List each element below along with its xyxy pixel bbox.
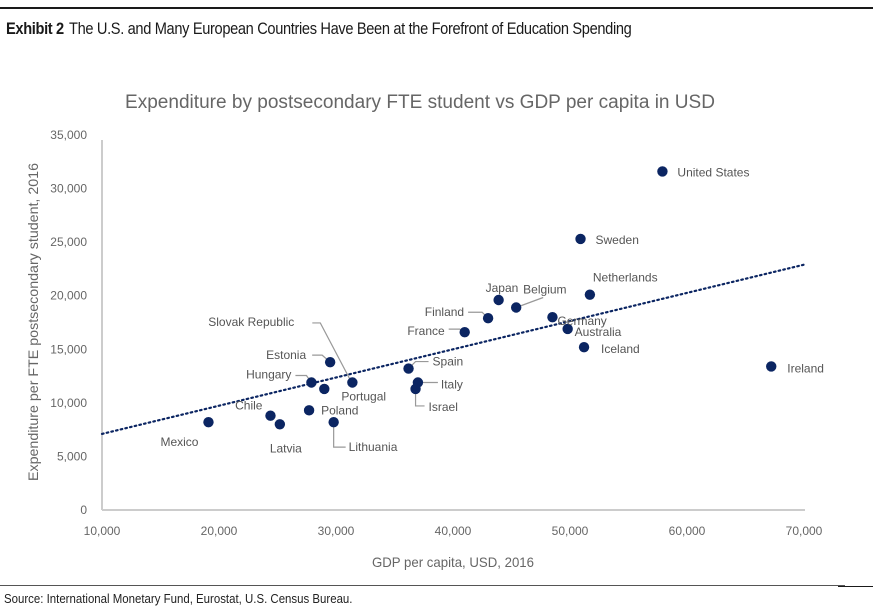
top-rule <box>0 7 873 9</box>
y-tick-labels: 0 5,000 10,000 15,000 20,000 25,000 30,000 35,0… <box>50 128 87 517</box>
bottom-rule <box>0 585 845 586</box>
data-point <box>547 311 558 323</box>
exhibit-title: The U.S. and Many European Countries Hav… <box>68 19 632 38</box>
point-label: Ireland <box>787 361 824 375</box>
x-tick-labels: 10,000 20,000 30,000 40,000 50,000 60,000 70,0… <box>84 524 823 538</box>
data-point <box>203 416 214 428</box>
point-label: France <box>407 324 445 338</box>
point-label: Netherlands <box>593 271 658 285</box>
point-label: Iceland <box>601 342 640 356</box>
y-tick-label: 15,000 <box>50 342 87 356</box>
x-tick-label: 40,000 <box>435 524 472 538</box>
point-label: Portugal <box>341 390 386 404</box>
source-note: Source: International Monetary Fund, Eur… <box>4 591 353 606</box>
point-label: Germany <box>557 314 606 328</box>
point-label: Israel <box>429 400 458 414</box>
point-label: Japan <box>486 281 519 295</box>
data-point <box>510 302 522 313</box>
y-tick-label: 5,000 <box>57 449 87 463</box>
data-point <box>584 289 596 300</box>
data-point <box>265 410 276 421</box>
chart-title: Expenditure by postsecondary FTE student… <box>125 92 715 113</box>
point-labels: Mexico Chile Latvia Poland Lithuania Hungary S… <box>160 165 823 455</box>
y-tick-label: 35,000 <box>50 128 87 142</box>
exhibit-heading: Exhibit 2 The U.S. and Many European Coun… <box>6 19 632 39</box>
y-axis-label: Expenditure per FTE postsecondary studen… <box>25 163 41 481</box>
data-point <box>274 419 286 430</box>
data-point <box>493 294 504 306</box>
y-tick-label: 30,000 <box>50 182 87 196</box>
point-label: Slovak Republic <box>208 315 294 329</box>
data-point <box>657 166 668 177</box>
point-label: Latvia <box>270 441 302 455</box>
data-point <box>562 323 573 335</box>
point-label: Italy <box>441 378 463 392</box>
y-tick-label: 0 <box>80 503 87 517</box>
point-label: United States <box>677 165 749 179</box>
point-label: Chile <box>235 399 263 413</box>
point-label: Hungary <box>246 368 291 382</box>
data-points <box>203 166 777 430</box>
data-point <box>319 383 330 395</box>
x-tick-label: 50,000 <box>552 524 589 538</box>
trendline <box>100 263 806 436</box>
data-point <box>328 416 339 428</box>
point-label: Belgium <box>523 283 566 297</box>
data-point <box>410 383 421 395</box>
data-point <box>303 405 315 416</box>
point-label: Finland <box>425 305 464 319</box>
y-tick-label: 25,000 <box>50 235 87 249</box>
x-tick-label: 10,000 <box>84 524 121 538</box>
data-point <box>306 377 317 388</box>
point-label: Sweden <box>596 233 639 247</box>
point-label: Mexico <box>160 435 198 449</box>
x-tick-label: 60,000 <box>669 524 706 538</box>
point-label: Estonia <box>266 348 306 362</box>
leader-line <box>333 422 346 448</box>
y-tick-label: 20,000 <box>50 289 87 303</box>
data-point <box>575 233 586 245</box>
point-label: Lithuania <box>349 440 398 454</box>
x-axis-label: GDP per capita, USD, 2016 <box>372 554 534 570</box>
y-tick-label: 10,000 <box>50 396 87 410</box>
data-point <box>347 377 358 388</box>
data-point <box>578 341 590 353</box>
leader-line <box>414 388 425 407</box>
leader-line <box>312 322 352 383</box>
trendline-group <box>100 263 806 436</box>
point-label: Australia <box>575 325 622 339</box>
exhibit-label: Exhibit 2 <box>6 19 64 38</box>
point-label: Spain <box>433 355 464 369</box>
bottom-rule-accent <box>838 586 873 587</box>
x-tick-label: 20,000 <box>201 524 238 538</box>
x-tick-label: 70,000 <box>786 524 823 538</box>
data-point <box>459 326 470 338</box>
data-point <box>766 361 777 372</box>
data-point <box>324 356 336 368</box>
point-label: Poland <box>321 403 358 417</box>
data-point <box>403 363 414 374</box>
data-point <box>482 313 494 324</box>
x-tick-label: 30,000 <box>318 524 355 538</box>
